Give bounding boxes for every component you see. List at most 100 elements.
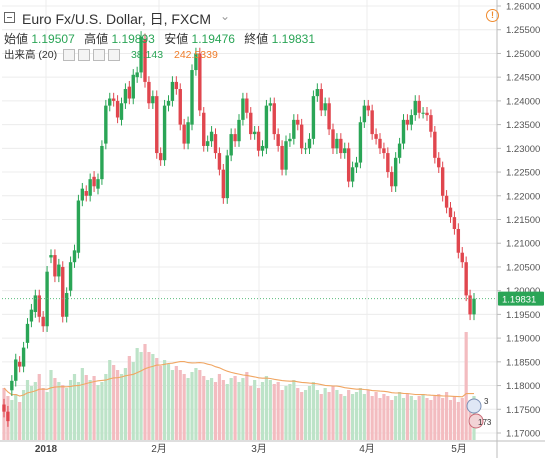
volume-bar xyxy=(401,398,406,440)
close-label: 終値 xyxy=(244,32,269,46)
collapse-icon[interactable] xyxy=(4,12,15,23)
candle-body xyxy=(10,380,14,391)
candle-body xyxy=(21,347,26,367)
candle-body xyxy=(68,262,73,291)
volume-bar xyxy=(296,388,300,440)
candle-body xyxy=(370,110,374,135)
candle-body xyxy=(409,115,414,125)
volume-bar xyxy=(143,344,147,440)
news-flag-icon[interactable] xyxy=(468,413,484,429)
candle-body xyxy=(131,74,135,99)
low-label: 安値 xyxy=(164,32,189,46)
candle-body xyxy=(147,81,151,104)
candle-body xyxy=(53,255,57,277)
volume-bar xyxy=(460,398,464,440)
volume-bar xyxy=(115,370,120,440)
high-value: 1.19893 xyxy=(111,32,155,46)
volume-bar xyxy=(276,382,280,440)
candle-body xyxy=(256,131,261,151)
title-separator: , xyxy=(163,11,172,27)
candle-body xyxy=(393,157,398,187)
events-count: 3 xyxy=(484,397,489,406)
candle-body xyxy=(233,134,237,142)
candle-body xyxy=(162,105,167,161)
volume-bar xyxy=(37,374,41,440)
candle-body xyxy=(29,309,34,322)
more-icon[interactable] xyxy=(108,49,121,62)
volume-bar xyxy=(33,382,37,440)
candle-body xyxy=(14,359,18,381)
volume-bar xyxy=(76,382,81,440)
volume-bar xyxy=(347,390,351,440)
candle-body xyxy=(260,145,265,151)
candle-body xyxy=(209,131,214,142)
candle-body xyxy=(315,89,320,97)
candle-body xyxy=(182,124,186,144)
candle-body xyxy=(64,293,69,317)
candle-body xyxy=(155,96,159,154)
candle-body xyxy=(213,134,218,154)
candle-body xyxy=(111,98,116,101)
candle-body xyxy=(264,105,269,149)
volume-bar xyxy=(21,390,26,440)
open-value: 1.19507 xyxy=(31,32,75,46)
calendar-events-icon[interactable] xyxy=(466,398,482,414)
alert-icon[interactable]: ! xyxy=(486,9,499,22)
candle-body xyxy=(229,134,233,156)
candle-body xyxy=(237,119,241,142)
candle-body xyxy=(37,295,41,317)
volume-bar xyxy=(96,385,100,440)
candle-body xyxy=(2,404,6,412)
volume-bar xyxy=(186,378,190,440)
volume-label: 出来高 (20) xyxy=(4,49,58,61)
volume-bar xyxy=(405,394,410,440)
price-tick-label: 1.20500 xyxy=(506,262,540,273)
price-tick-label: 1.19500 xyxy=(506,310,540,321)
candle-body xyxy=(96,179,100,189)
volume-bar xyxy=(45,392,49,440)
volume-bar xyxy=(397,392,402,440)
volume-bar xyxy=(68,380,73,440)
volume-bar xyxy=(448,400,453,440)
volume-bar xyxy=(307,386,312,440)
volume-bar xyxy=(292,380,296,440)
volume-bar xyxy=(104,374,108,440)
candle-body xyxy=(119,103,124,120)
volume-bar xyxy=(178,370,182,440)
candle-body xyxy=(472,298,476,315)
candle-body xyxy=(6,411,10,422)
volume-bar xyxy=(319,394,323,440)
volume-bar xyxy=(221,380,225,440)
volume-bar xyxy=(209,378,214,440)
price-tick-label: 1.23500 xyxy=(506,120,540,131)
volume-bar xyxy=(41,388,45,440)
volume-bar xyxy=(123,368,128,440)
candle-body xyxy=(143,39,147,82)
candle-body xyxy=(186,122,190,144)
settings-icon[interactable] xyxy=(78,49,91,62)
candle-body xyxy=(178,89,182,125)
candle-body xyxy=(378,138,382,149)
candle-body xyxy=(303,148,308,150)
last-price-label: 1.19831 xyxy=(502,295,536,306)
volume-bar xyxy=(198,370,202,440)
close-icon[interactable] xyxy=(93,49,106,62)
candle-body xyxy=(276,134,280,146)
candle-body xyxy=(358,122,363,163)
volume-bar xyxy=(417,396,421,440)
candle-body xyxy=(405,119,410,125)
volume-bar xyxy=(119,374,124,440)
eye-icon[interactable] xyxy=(63,49,76,62)
low-value: 1.19476 xyxy=(191,32,235,46)
price-tick-label: 1.22500 xyxy=(506,168,540,179)
volume-bar xyxy=(57,382,61,440)
candle-body xyxy=(127,86,132,99)
candle-body xyxy=(417,100,421,113)
candle-body xyxy=(350,167,355,182)
volume-bar xyxy=(170,370,175,440)
candle-body xyxy=(382,148,386,154)
chevron-down-icon[interactable]: ⌄ xyxy=(220,9,231,23)
candle-body xyxy=(362,105,367,123)
